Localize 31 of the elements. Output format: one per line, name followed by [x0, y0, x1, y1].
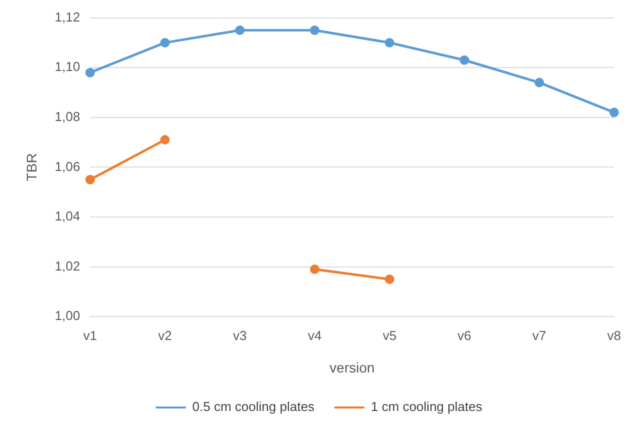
point: [534, 78, 544, 88]
point: [310, 264, 320, 274]
point: [85, 68, 95, 78]
y-tick-label: 1,12: [54, 9, 80, 24]
x-tick-label: v3: [232, 328, 247, 343]
x-tick-label: v8: [607, 328, 621, 343]
x-tick-label: v1: [83, 328, 97, 343]
x-axis-title: version: [330, 359, 375, 376]
point: [609, 108, 619, 118]
y-tick-label: 1,04: [54, 208, 80, 224]
y-tick-label: 1,10: [54, 59, 80, 74]
y-tick-label: 1,08: [54, 108, 80, 124]
y-tick-label: 1,06: [54, 158, 80, 174]
legend-label: 0.5 cm cooling plates: [192, 399, 315, 414]
legend-label: 1 cm cooling plates: [370, 399, 483, 414]
y-tick-label: 1,00: [54, 308, 80, 324]
point: [460, 55, 470, 65]
point: [384, 274, 394, 284]
point: [384, 38, 394, 48]
point: [235, 26, 245, 35]
x-tick-label: v2: [158, 328, 172, 343]
y-axis-title: TBR: [23, 153, 40, 182]
x-tick-label: v5: [382, 328, 396, 343]
x-tick-label: v7: [532, 328, 546, 343]
point: [160, 135, 170, 145]
x-tick-label: v6: [458, 328, 472, 343]
x-tick-label: v4: [308, 328, 322, 343]
y-tick-label: 1,02: [54, 258, 80, 274]
point: [310, 26, 320, 35]
point: [160, 38, 170, 48]
point: [85, 174, 95, 184]
